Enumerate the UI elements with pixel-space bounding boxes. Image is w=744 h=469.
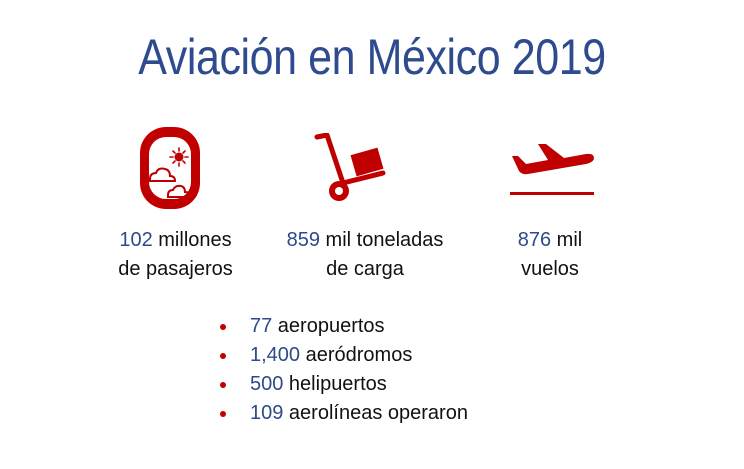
stat-cargo: 859 mil toneladas de carga	[260, 226, 470, 284]
list-item: 109 aerolíneas operaron	[213, 399, 468, 428]
stat-label: mil	[551, 229, 583, 251]
page-title: Aviación en México 2019	[138, 29, 606, 85]
bullet-dot	[220, 411, 226, 417]
list-number: 77	[250, 315, 273, 337]
list-number: 500	[250, 373, 284, 395]
airplane-window-icon	[140, 127, 200, 209]
list-number: 109	[250, 402, 284, 424]
stat-number: 102	[119, 229, 153, 251]
stat-label: de pasajeros	[118, 258, 233, 280]
airplane-takeoff-icon	[510, 144, 594, 195]
stat-flights: 876 mil vuelos	[495, 226, 605, 284]
hand-truck-cargo-icon	[314, 133, 386, 201]
facts-list: 77 aeropuertos 1,400 aeródromos 500 heli…	[213, 312, 468, 428]
bullet-dot	[220, 382, 226, 388]
stat-label: mil toneladas	[319, 229, 444, 251]
list-text: aeropuertos	[272, 315, 385, 337]
stat-number: 876	[517, 229, 552, 251]
stat-number: 859	[286, 229, 320, 251]
stat-passengers: 102 millones de pasajeros	[98, 226, 253, 284]
stat-label: vuelos	[521, 258, 579, 280]
list-item: 500 helipuertos	[213, 370, 468, 399]
list-text: aeródromos	[300, 344, 413, 366]
list-text: helipuertos	[283, 373, 387, 395]
stat-label: de carga	[326, 258, 404, 280]
list-item: 1,400 aeródromos	[213, 341, 468, 370]
bullet-dot	[220, 324, 226, 330]
bullet-dot	[220, 353, 226, 359]
list-item: 77 aeropuertos	[213, 312, 468, 341]
stat-label: millones	[152, 229, 232, 251]
list-text: aerolíneas operaron	[283, 402, 468, 424]
list-number: 1,400	[250, 344, 301, 366]
